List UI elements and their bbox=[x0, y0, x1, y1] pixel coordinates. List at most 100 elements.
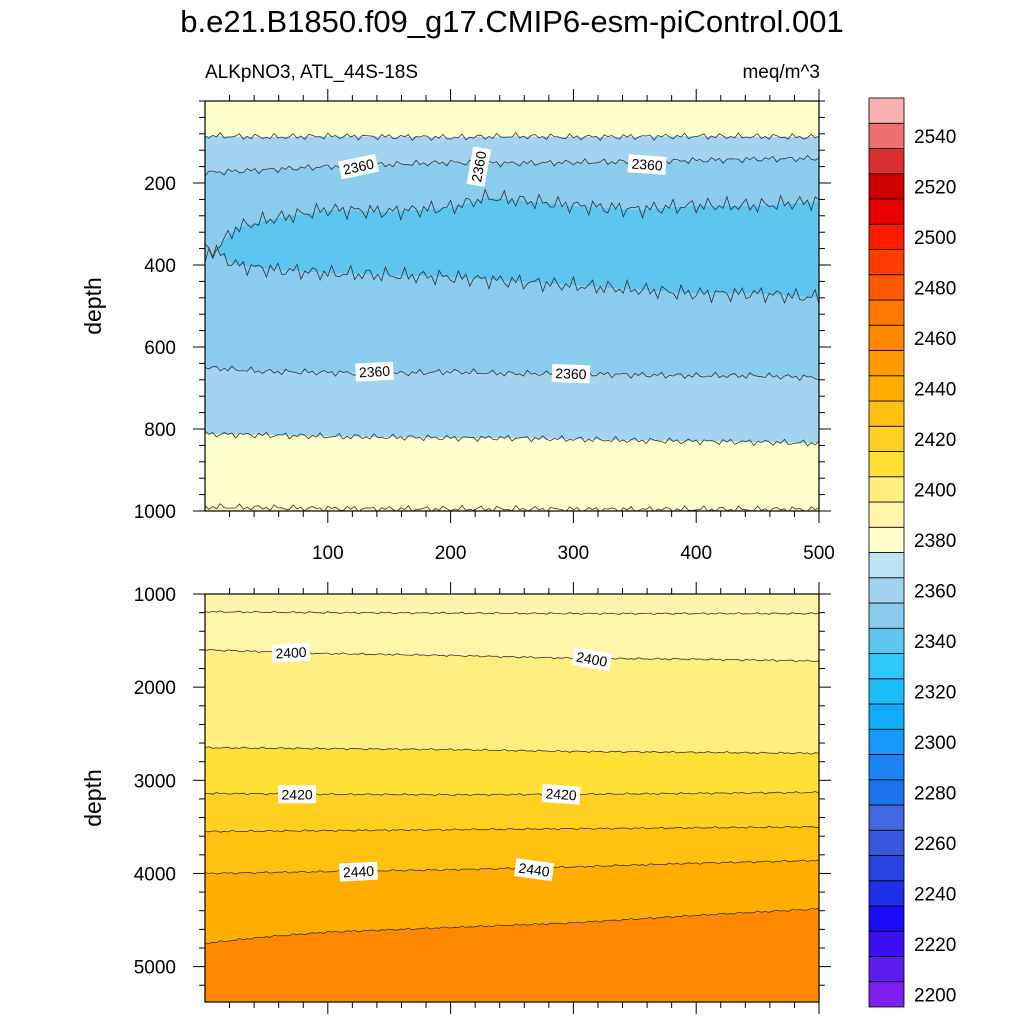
contour-label: 2360 bbox=[627, 154, 667, 175]
colorbar-label: 2500 bbox=[914, 228, 956, 249]
plot-frame bbox=[204, 100, 820, 512]
colorbar-box bbox=[868, 855, 905, 882]
contour-band bbox=[205, 747, 819, 795]
chart-title: b.e21.B1850.f09_g17.CMIP6-esm-piControl.… bbox=[180, 4, 844, 39]
colorbar-box bbox=[868, 97, 905, 124]
colorbar-label: 2480 bbox=[914, 278, 956, 299]
colorbar-label: 2320 bbox=[914, 682, 956, 703]
lower-depth-panel: 2400 2400 2420 2420 2440 2440 1000 2000 3000 4000… bbox=[80, 582, 831, 1014]
contour-label: 2440 bbox=[339, 861, 378, 882]
contour-label-text: 2360 bbox=[342, 155, 376, 177]
contour-line bbox=[205, 746, 819, 755]
x-tick-label: 200 bbox=[435, 543, 467, 564]
contour-line bbox=[205, 243, 819, 305]
units-subtitle: meq/m^3 bbox=[742, 62, 820, 83]
colorbar-label: 2520 bbox=[914, 177, 956, 198]
colorbar-box bbox=[868, 198, 905, 225]
colorbar-label: 2200 bbox=[914, 985, 956, 1006]
colorbar-label: 2440 bbox=[914, 379, 956, 400]
y-axis-title: depth bbox=[80, 769, 106, 827]
colorbar-label: 2240 bbox=[914, 884, 956, 905]
contour-band bbox=[205, 101, 819, 138]
colorbar-box bbox=[868, 476, 905, 503]
colorbar-box bbox=[868, 956, 905, 983]
colorbar-label: 2360 bbox=[914, 581, 956, 602]
colorbar-box bbox=[868, 804, 905, 831]
contour-label-text: 2400 bbox=[575, 649, 609, 670]
contour-line bbox=[205, 155, 819, 177]
contour-band bbox=[205, 792, 819, 832]
contour-band bbox=[205, 860, 819, 944]
contour-band bbox=[205, 367, 819, 444]
colorbar-box bbox=[868, 501, 905, 528]
contour-band bbox=[205, 611, 819, 662]
colorbar-label: 2300 bbox=[914, 733, 956, 754]
contour-band bbox=[205, 197, 819, 298]
x-tick-label: 500 bbox=[803, 543, 835, 564]
colorbar-box bbox=[868, 526, 905, 553]
contour-line bbox=[205, 132, 819, 142]
colorbar-box bbox=[868, 981, 905, 1008]
contour-line bbox=[205, 503, 819, 511]
contour-label: 2420 bbox=[278, 785, 317, 804]
y-tick-label: 200 bbox=[144, 174, 176, 195]
colorbar-box bbox=[868, 880, 905, 907]
contour-label: 2400 bbox=[271, 642, 311, 663]
contour-band bbox=[205, 826, 819, 874]
colorbar-box bbox=[868, 602, 905, 629]
contour-label: 2360 bbox=[355, 361, 394, 382]
colorbar-box bbox=[868, 223, 905, 250]
contour-line bbox=[205, 610, 819, 616]
contour-label: 2440 bbox=[514, 858, 555, 882]
x-tick-label: 400 bbox=[680, 543, 712, 564]
colorbar-box bbox=[868, 122, 905, 149]
contour-label: 2360 bbox=[466, 146, 491, 187]
colorbar-box bbox=[868, 274, 905, 301]
colorbar-box bbox=[868, 425, 905, 452]
contour-line bbox=[205, 188, 819, 263]
contour-band bbox=[205, 506, 819, 511]
colorbar-box bbox=[868, 653, 905, 680]
colorbar-label: 2460 bbox=[914, 329, 956, 350]
colorbar-box bbox=[868, 754, 905, 781]
colorbar-box bbox=[868, 930, 905, 957]
contour-label-text: 2360 bbox=[468, 150, 489, 184]
y-tick-label: 5000 bbox=[134, 958, 176, 979]
colorbar-label: 2280 bbox=[914, 783, 956, 804]
colorbar-box bbox=[868, 375, 905, 402]
variable-subtitle: ALKpNO3, ATL_44S-18S bbox=[205, 62, 418, 83]
colorbar-label: 2340 bbox=[914, 632, 956, 653]
colorbar-box bbox=[868, 577, 905, 604]
colorbar-box bbox=[868, 552, 905, 579]
y-tick-label: 2000 bbox=[134, 678, 176, 699]
contour-label: 2420 bbox=[541, 783, 581, 805]
contour-band bbox=[205, 244, 819, 378]
colorbar-box bbox=[868, 173, 905, 200]
contour-band bbox=[205, 594, 819, 614]
colorbar-box bbox=[868, 678, 905, 705]
contour-line bbox=[205, 365, 819, 382]
x-tick-label: 100 bbox=[312, 543, 344, 564]
colorbar-box bbox=[868, 829, 905, 856]
colorbar-label: 2400 bbox=[914, 480, 956, 501]
y-tick-label: 1000 bbox=[134, 585, 176, 606]
contour-band bbox=[205, 649, 819, 754]
colorbar-box bbox=[868, 703, 905, 730]
y-tick-label: 1000 bbox=[134, 502, 176, 523]
contour-label-text: 2440 bbox=[343, 863, 375, 881]
y-tick-label: 600 bbox=[144, 338, 176, 359]
colorbar: 2200 2220 2240 2260 2280 2300 2320 2340 2360 2380… bbox=[868, 97, 956, 1008]
contour-label-text: 2360 bbox=[631, 156, 663, 174]
contour-label-text: 2420 bbox=[545, 785, 577, 803]
plot-frame bbox=[204, 593, 820, 1003]
contour-label: 2400 bbox=[571, 647, 613, 672]
colorbar-box bbox=[868, 451, 905, 478]
colorbar-box bbox=[868, 324, 905, 351]
contour-band bbox=[205, 158, 819, 261]
upper-depth-panel: 2360 2360 2360 2360 2360 100 200 300 400 500 200 40… bbox=[80, 89, 835, 564]
colorbar-box bbox=[868, 779, 905, 806]
contour-label-text: 2360 bbox=[359, 363, 391, 381]
colorbar-box bbox=[868, 905, 905, 932]
colorbar-label: 2220 bbox=[914, 935, 956, 956]
